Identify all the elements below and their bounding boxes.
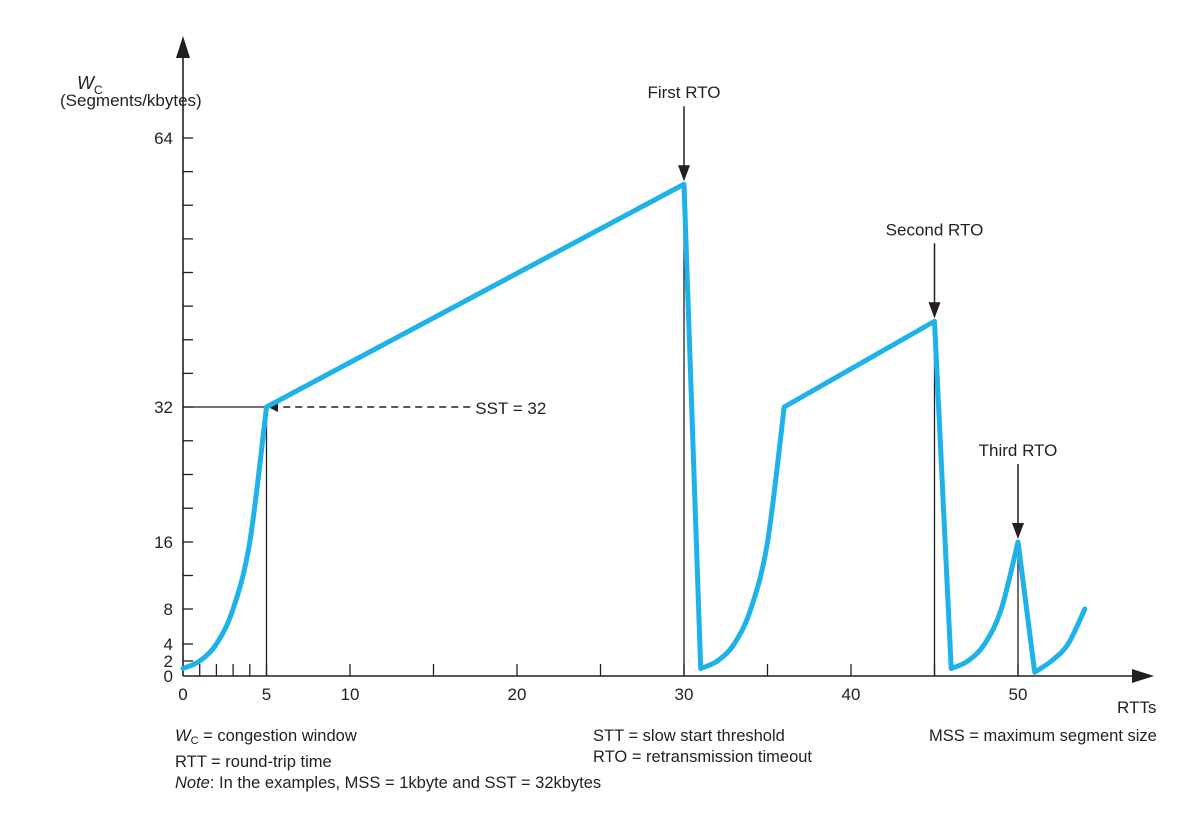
rto-label: First RTO [647, 83, 720, 102]
x-axis-ticks: 0 5 10 20 30 40 50 [178, 664, 1027, 704]
y-tick-label: 2 [164, 652, 173, 671]
y-axis-units: (Segments/kbytes) [60, 91, 202, 110]
legend-note-text: : In the examples, MSS = 1kbyte and SST … [209, 774, 602, 792]
sst-label: SST = 32 [475, 399, 546, 418]
series-group [180, 181, 1088, 675]
rto-label: Third RTO [979, 441, 1058, 460]
legend-mss: MSS = maximum segment size [929, 727, 1157, 745]
legend-rtt: RTT = round-trip time [175, 753, 332, 771]
y-tick-label: 8 [164, 600, 173, 619]
y-tick-label: 4 [164, 635, 173, 654]
legend-note: Note: In the examples, MSS = 1kbyte and … [175, 773, 601, 794]
x-tick-label: 20 [508, 685, 527, 704]
x-axis-arrow [1132, 669, 1154, 683]
x-axis-title: RTTs [1117, 698, 1156, 717]
legend-wc-text: = congestion window [198, 727, 357, 745]
rto-arrow-head [928, 302, 941, 319]
y-tick-label: 16 [154, 533, 173, 552]
x-tick-label: 50 [1009, 685, 1028, 704]
rto-annotations: First RTO Second RTO Third RTO [647, 83, 1057, 539]
legend-wc-subscript: C [190, 735, 199, 747]
legend-wc-symbol: W [175, 727, 191, 745]
y-axis-title: WC [77, 73, 103, 97]
legend-col-1: WC = congestion window RTT = round-trip … [175, 726, 601, 794]
x-tick-label: 40 [842, 685, 861, 704]
y-axis-arrow [176, 36, 190, 58]
y-axis-ticks: 024 8 16 32 64 [154, 129, 193, 686]
legend-stt: STT = slow start threshold [593, 727, 785, 745]
congestion-window-line [180, 181, 1088, 675]
rto-label: Second RTO [886, 220, 984, 239]
y-tick-label: 32 [154, 398, 173, 417]
x-tick-label: 0 [178, 685, 187, 704]
y-axis-symbol: W [77, 73, 96, 93]
vertical-drop-lines [265, 184, 1019, 676]
y-axis-subscript: C [94, 83, 103, 97]
legend-col-3: MSS = maximum segment size [929, 726, 1157, 747]
rto-arrow-head [678, 165, 690, 182]
x-tick-label: 5 [262, 685, 271, 704]
legend-col-2: STT = slow start threshold RTO = retrans… [593, 726, 812, 768]
y-tick-label: 0 [164, 667, 173, 686]
legend-note-italic: Note [175, 774, 210, 792]
legend-rto: RTO = retransmission timeout [593, 748, 813, 766]
rto-arrow-head [1012, 523, 1024, 539]
legend-wc: WC = congestion window [175, 726, 601, 752]
x-tick-label: 30 [675, 685, 694, 704]
y-tick-label: 64 [154, 129, 173, 148]
x-tick-label: 10 [341, 685, 360, 704]
